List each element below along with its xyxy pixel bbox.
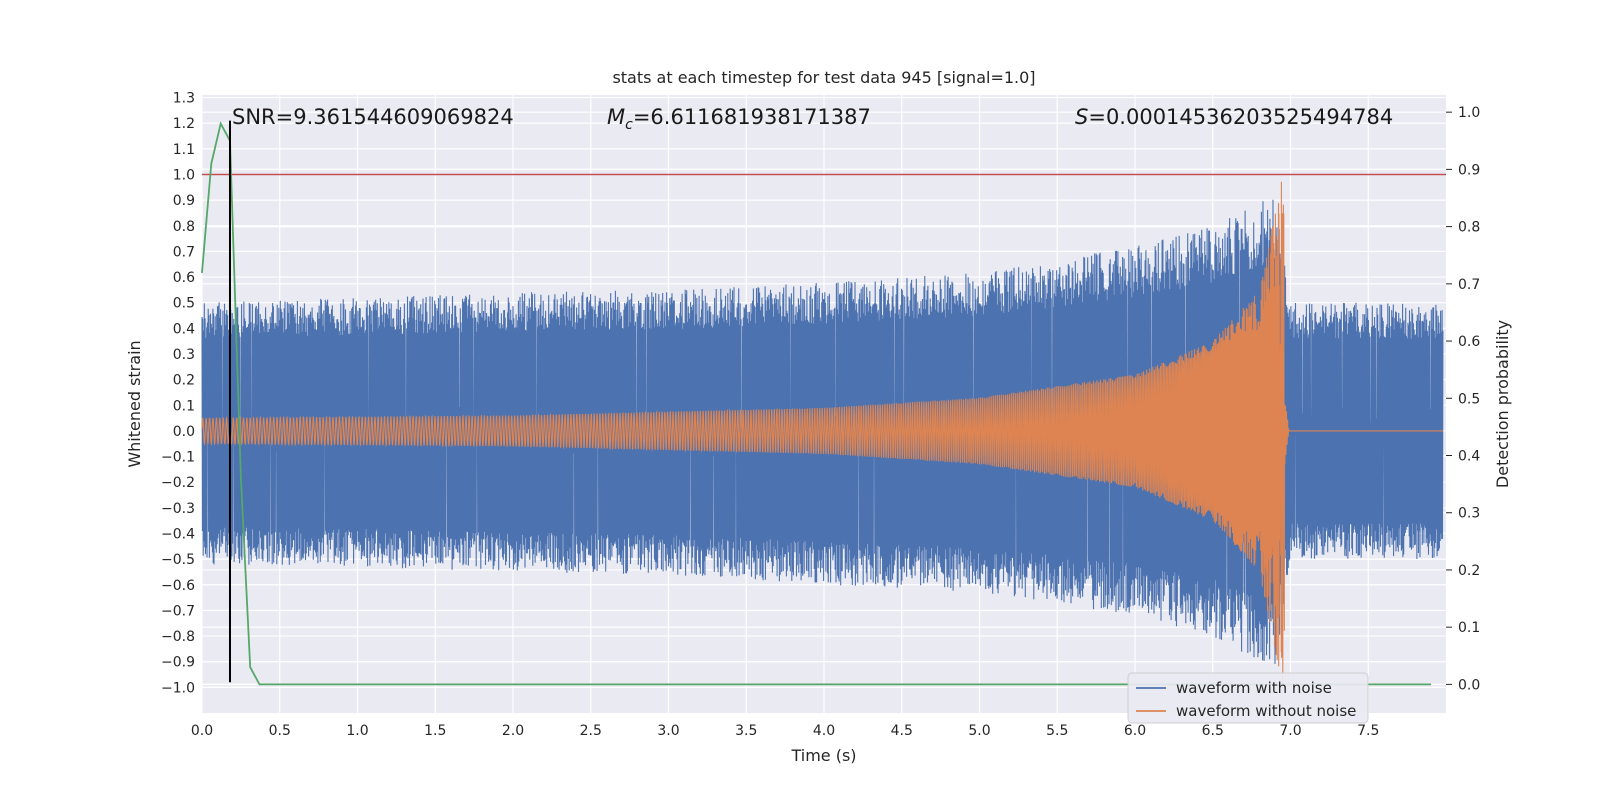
y-tick-label: −0.8 <box>161 629 195 645</box>
y-tick-label: 1.1 <box>173 142 195 158</box>
legend-label: waveform with noise <box>1176 679 1332 697</box>
y2-tick-label: 0.8 <box>1458 220 1480 236</box>
s-annotation: S=0.00014536203525494784 <box>1075 105 1393 129</box>
y-tick-label: −0.4 <box>161 526 195 542</box>
probability-point <box>258 683 261 686</box>
y-tick-label: 0.1 <box>173 398 195 414</box>
chart-title: stats at each timestep for test data 945… <box>612 68 1035 87</box>
x-tick-label: 7.0 <box>1279 723 1301 739</box>
y-tick-label: 0.9 <box>173 193 195 209</box>
series-group <box>201 120 1446 686</box>
probability-point <box>240 477 242 480</box>
y-tick-label: −0.3 <box>161 501 195 517</box>
y2-tick-label: 0.7 <box>1458 277 1480 293</box>
probability-point <box>1429 683 1432 686</box>
x-tick-label: 1.5 <box>424 723 446 739</box>
probability-point <box>278 683 281 686</box>
probability-point <box>512 683 514 686</box>
y2-tick-label: 0.1 <box>1458 620 1480 636</box>
y2-tick-label: 0.5 <box>1458 391 1480 407</box>
y-tick-label: 1.3 <box>173 91 195 107</box>
y-tick-label: 0.2 <box>173 373 195 389</box>
axes-group: 0.0 0.5 1.0 1.5 2.0 2.5 3.0 3.5 4.0 4.5 5.0 5.5 6.0 6… <box>161 91 1480 739</box>
x-tick-label: 2.5 <box>580 723 602 739</box>
probability-point <box>823 683 825 686</box>
y-tick-label: 0.6 <box>173 270 195 286</box>
snr-annotation: SNR=9.361544609069824 <box>232 105 514 129</box>
x-tick-label: 5.5 <box>1046 723 1068 739</box>
y2-tick-label: 0.0 <box>1458 677 1480 693</box>
s-value: =0.00014536203525494784 <box>1088 105 1393 129</box>
y-tick-label: −0.1 <box>161 450 195 466</box>
y2-tick-label: 1.0 <box>1458 105 1480 121</box>
y-tick-label: −1.0 <box>161 680 195 696</box>
x-tick-label: 6.5 <box>1202 723 1224 739</box>
y-tick-label: 0.5 <box>173 296 195 312</box>
probability-point <box>249 666 252 669</box>
mc-value: =6.611681938171387 <box>633 105 871 129</box>
y-tick-label: 0.4 <box>173 321 195 337</box>
y2-axis-label: Detection probability <box>1493 320 1512 488</box>
y-tick-label: 1.2 <box>173 116 195 132</box>
x-tick-label: 7.5 <box>1357 723 1379 739</box>
legend: waveform with noise waveform without nois… <box>1127 672 1369 724</box>
y-tick-label: 1.0 <box>173 167 195 183</box>
y-tick-label: 0.8 <box>173 219 195 235</box>
x-tick-label: 4.0 <box>813 723 835 739</box>
x-tick-label: 1.0 <box>346 723 368 739</box>
y2-tick-label: 0.2 <box>1458 563 1480 579</box>
y2-tick-label: 0.3 <box>1458 506 1480 522</box>
s-symbol: S <box>1075 105 1088 129</box>
y-tick-label: −0.6 <box>161 578 195 594</box>
legend-box <box>1127 672 1369 724</box>
y-tick-label: −0.5 <box>161 552 195 568</box>
probability-point <box>201 271 203 274</box>
y-tick-label: −0.7 <box>161 603 195 619</box>
y2-tick-label: 0.6 <box>1458 334 1480 350</box>
y-tick-label: −0.9 <box>161 655 195 671</box>
x-tick-label: 3.0 <box>657 723 679 739</box>
legend-label: waveform without noise <box>1176 702 1356 720</box>
y2-tick-label: 0.9 <box>1458 162 1480 178</box>
probability-point <box>356 683 359 686</box>
x-tick-label: 0.0 <box>191 723 213 739</box>
mc-subscript: c <box>625 117 633 133</box>
x-tick-label: 6.0 <box>1124 723 1146 739</box>
mc-symbol: M <box>607 105 625 129</box>
y-axis-label: Whitened strain <box>125 340 144 467</box>
chirp-mass-annotation: Mc=6.611681938171387 <box>607 105 871 133</box>
x-tick-label: 2.0 <box>502 723 524 739</box>
y-tick-label: 0.3 <box>173 347 195 363</box>
x-tick-label: 0.5 <box>269 723 291 739</box>
probability-point <box>210 162 213 165</box>
series-line-waveform-without-noise <box>201 181 1443 685</box>
y-tick-label: 0.7 <box>173 244 195 260</box>
y2-tick-label: 0.4 <box>1458 449 1480 465</box>
x-tick-label: 5.0 <box>968 723 990 739</box>
x-axis-label: Time (s) <box>790 746 856 765</box>
y-tick-label: 0.0 <box>173 424 195 440</box>
x-tick-label: 3.5 <box>735 723 757 739</box>
probability-point <box>219 122 222 125</box>
x-tick-label: 4.5 <box>891 723 913 739</box>
y-tick-label: −0.2 <box>161 475 195 491</box>
